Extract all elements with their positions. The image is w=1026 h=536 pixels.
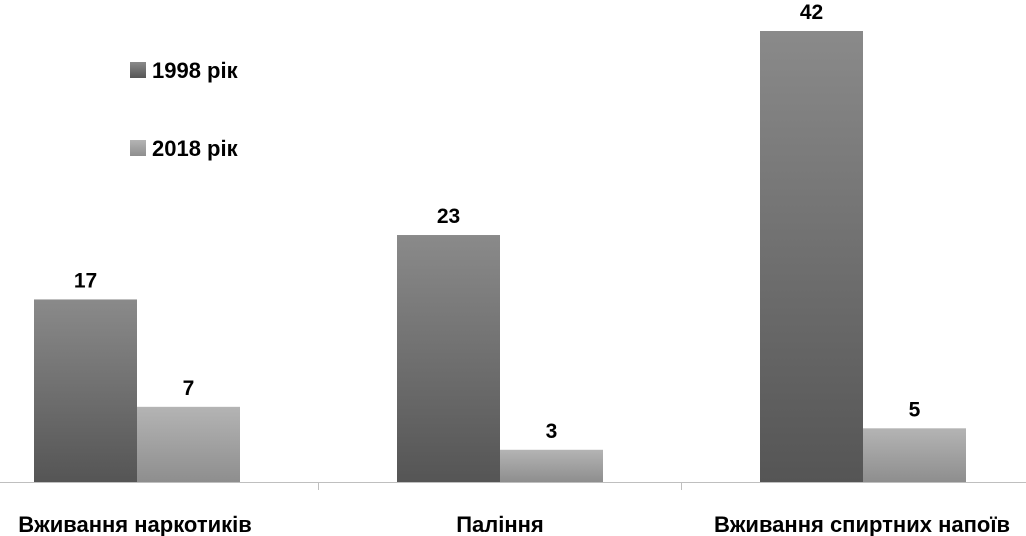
data-labels-layer: 17 7 23 3 42 5 [74,1,921,443]
bar-1-2 [397,235,500,482]
legend: 1998 рік 2018 рік [130,58,239,161]
category-labels: Вживання наркотиків Паління Вживання спирт… [18,512,1010,536]
data-label-2-1: 7 [183,377,195,400]
bar-1-3 [760,31,863,482]
bar-2-1 [137,406,240,482]
bars-layer [34,31,966,482]
legend-label-1: 1998 рік [152,58,239,83]
data-label-1-1: 17 [74,269,97,292]
legend-label-2: 2018 рік [152,136,239,161]
category-label-1: Вживання наркотиків [18,512,252,536]
bar-2-3 [863,428,966,482]
x-axis-ticks [318,482,682,490]
legend-item-2: 2018 рік [130,136,239,161]
bar-2-2 [500,449,603,482]
category-label-2: Паління [456,512,544,536]
data-label-1-3: 42 [800,1,823,24]
legend-swatch-1 [130,62,146,78]
category-label-3: Вживання спиртних напоїв [714,512,1010,536]
data-label-2-3: 5 [909,398,921,421]
legend-swatch-2 [130,140,146,156]
data-label-2-2: 3 [546,420,558,443]
legend-item-1: 1998 рік [130,58,239,83]
bar-1-1 [34,299,137,482]
data-label-1-2: 23 [437,205,460,228]
